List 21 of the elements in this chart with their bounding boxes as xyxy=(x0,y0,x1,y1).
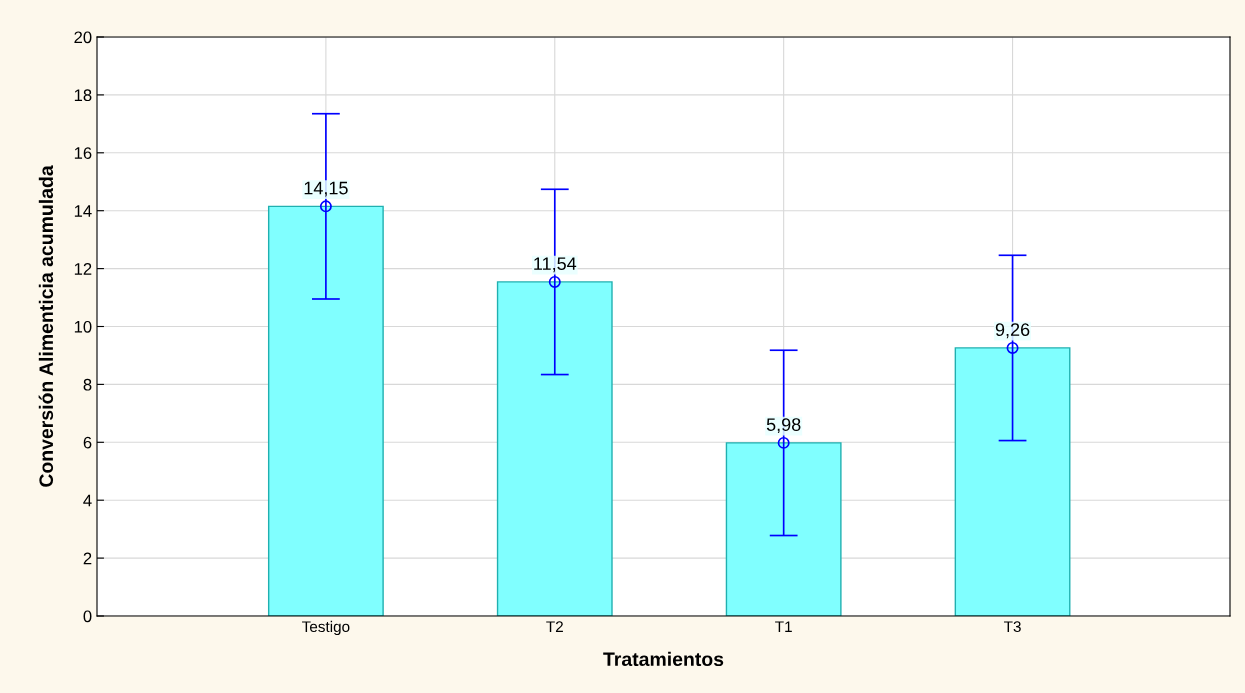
data-label: 14,15 xyxy=(304,181,348,197)
y-tick-label: 10 xyxy=(74,320,92,333)
data-label: 11,54 xyxy=(534,257,577,273)
data-label: 5,98 xyxy=(766,418,801,434)
x-axis-title: Tratamientos xyxy=(603,651,724,667)
x-tick-label: T1 xyxy=(775,621,792,632)
x-tick-label: T3 xyxy=(1003,621,1021,633)
y-tick-label: 2 xyxy=(83,552,92,565)
x-tick-label: Testigo xyxy=(302,620,350,636)
y-tick-label: 8 xyxy=(83,378,92,391)
y-tick-label: 20 xyxy=(74,31,92,44)
y-tick-label: 16 xyxy=(74,147,92,159)
y-tick-label: 12 xyxy=(74,263,92,275)
y-tick-label: 4 xyxy=(83,494,92,507)
y-tick-label: 0 xyxy=(83,610,92,623)
data-label: 9,26 xyxy=(995,323,1030,339)
y-axis-title: Conversión Alimenticia acumulada xyxy=(38,165,54,487)
y-tick-label: 18 xyxy=(74,89,92,102)
x-tick-label: T2 xyxy=(546,621,563,632)
y-tick-label: 14 xyxy=(74,205,92,217)
y-tick-label: 6 xyxy=(83,436,92,449)
